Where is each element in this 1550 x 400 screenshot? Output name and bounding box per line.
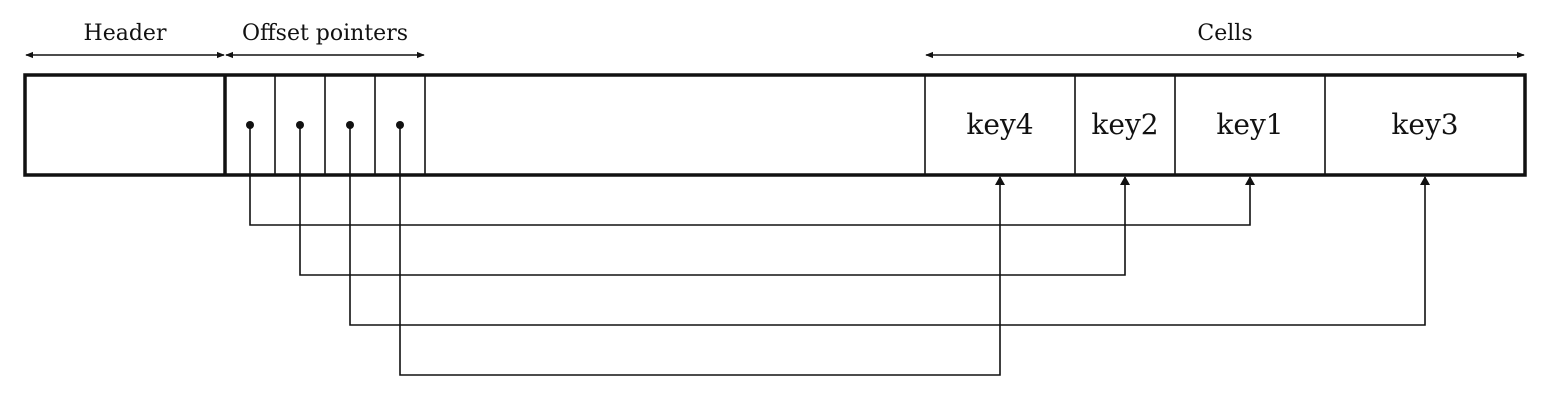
pointer-1-to-key1 bbox=[246, 121, 1255, 226]
cells-label: Cells bbox=[1197, 21, 1252, 46]
pointer-3-to-key3 bbox=[346, 121, 1430, 326]
header-range: Header bbox=[25, 21, 225, 59]
pointer-line bbox=[399, 125, 1005, 376]
pointer-4-to-key4 bbox=[396, 121, 1005, 376]
page-strip: key4 key2 key1 key3 bbox=[23, 73, 1527, 177]
offset-pointer-slots bbox=[274, 75, 426, 175]
pointer-line bbox=[349, 125, 1430, 326]
cell-key2: key2 bbox=[1091, 108, 1158, 141]
cell-dividers bbox=[924, 75, 1326, 175]
cell-key3: key3 bbox=[1391, 108, 1458, 141]
cells-range: Cells bbox=[925, 21, 1525, 59]
cell-labels: key4 key2 key1 key3 bbox=[966, 108, 1458, 141]
pointer-2-to-key2 bbox=[296, 121, 1130, 276]
cell-key1: key1 bbox=[1216, 108, 1283, 141]
offset-pointers-range: Offset pointers bbox=[225, 21, 425, 59]
header-label: Header bbox=[84, 21, 167, 46]
pointer-connectors bbox=[246, 121, 1430, 376]
pointer-line bbox=[249, 125, 1255, 226]
cell-key4: key4 bbox=[966, 108, 1033, 141]
pointer-line bbox=[299, 125, 1130, 276]
page-outline bbox=[23, 73, 1527, 177]
offset-pointers-label: Offset pointers bbox=[242, 21, 408, 46]
